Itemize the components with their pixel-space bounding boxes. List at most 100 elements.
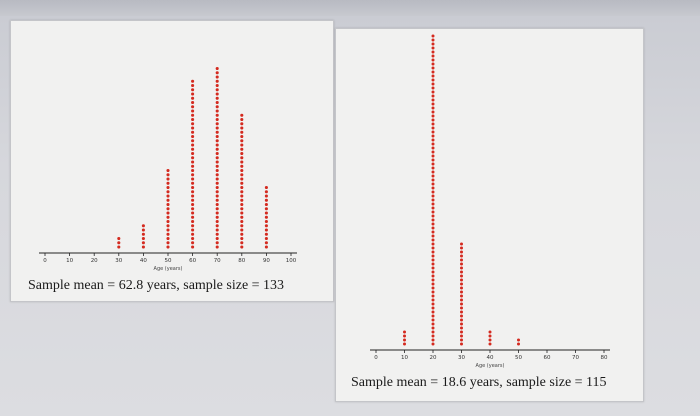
left-dot-point bbox=[166, 173, 170, 177]
right-dot-point bbox=[431, 98, 435, 102]
left-dot-point bbox=[191, 190, 195, 194]
right-dot-point bbox=[460, 314, 463, 318]
right-dot-point bbox=[460, 302, 463, 306]
left-dot-point bbox=[215, 109, 219, 113]
right-dot-point bbox=[431, 250, 435, 254]
left-dot-point bbox=[215, 207, 219, 211]
right-dot-point bbox=[431, 306, 435, 310]
window-top-bar bbox=[0, 0, 700, 16]
right-dot-point bbox=[460, 258, 463, 262]
right-dot-point bbox=[431, 130, 435, 134]
left-x-tick-label: 10 bbox=[66, 258, 73, 264]
right-dot-point bbox=[460, 298, 463, 302]
left-dot-point bbox=[240, 224, 244, 228]
left-chart-caption: Sample mean = 62.8 years, sample size = … bbox=[28, 278, 285, 293]
left-dot-point bbox=[117, 241, 121, 245]
left-x-tick-label: 60 bbox=[189, 258, 196, 264]
left-dot-point bbox=[240, 181, 244, 185]
left-dot-point bbox=[191, 211, 195, 215]
left-dot-point bbox=[264, 236, 268, 241]
right-dot-point bbox=[431, 282, 435, 286]
right-dot-point bbox=[431, 170, 435, 174]
left-dot-point bbox=[191, 88, 195, 92]
right-dot-point bbox=[431, 286, 435, 290]
left-dot-point bbox=[191, 147, 195, 151]
left-dot-point bbox=[215, 219, 219, 224]
right-dot-point bbox=[431, 310, 435, 314]
right-dot-point bbox=[460, 342, 463, 346]
left-dot-point bbox=[191, 130, 195, 134]
left-dot-point bbox=[215, 173, 219, 177]
left-dot-point bbox=[191, 100, 195, 105]
left-dot-point bbox=[191, 198, 195, 202]
left-dot-point bbox=[264, 190, 268, 194]
left-dot-point bbox=[215, 75, 219, 79]
left-dot-point bbox=[215, 83, 219, 88]
left-dot-point bbox=[215, 113, 219, 117]
left-dot-point bbox=[215, 122, 219, 126]
right-x-tick-label: 0 bbox=[374, 355, 378, 361]
right-dot-point bbox=[460, 274, 463, 278]
right-dot-point bbox=[460, 278, 463, 282]
right-dot-point bbox=[460, 254, 463, 258]
left-dot-point bbox=[264, 228, 268, 232]
right-dot-point bbox=[460, 250, 463, 254]
right-dot-point bbox=[460, 270, 463, 274]
left-dot-point bbox=[215, 181, 219, 185]
right-dot-point bbox=[431, 298, 435, 302]
right-dot-point bbox=[431, 150, 435, 154]
left-dot-point bbox=[166, 236, 170, 241]
right-dot-point bbox=[431, 254, 435, 258]
right-dot-point bbox=[431, 342, 435, 346]
left-dot-point bbox=[215, 224, 219, 228]
right-dot-point bbox=[431, 158, 435, 162]
left-dot-point bbox=[215, 245, 219, 249]
right-dot-point bbox=[431, 166, 435, 170]
right-dot-point bbox=[460, 306, 463, 310]
right-dot-point bbox=[431, 222, 435, 226]
left-dot-point bbox=[240, 147, 244, 151]
left-dot-point bbox=[240, 215, 244, 219]
left-dot-point bbox=[191, 241, 195, 245]
right-dot-point bbox=[431, 110, 435, 114]
left-x-tick-label: 40 bbox=[140, 258, 147, 264]
right-dot-point bbox=[431, 102, 435, 106]
left-dot-point bbox=[191, 224, 195, 228]
left-dot-point bbox=[141, 241, 145, 245]
left-x-tick-label: 90 bbox=[263, 258, 270, 264]
left-dot-point bbox=[191, 113, 195, 117]
right-chart-caption: Sample mean = 18.6 years, sample size = … bbox=[351, 375, 607, 390]
left-dot-point bbox=[166, 168, 170, 173]
right-dot-point bbox=[431, 322, 435, 326]
left-dot-point bbox=[191, 105, 195, 109]
left-dot-point bbox=[215, 241, 219, 245]
left-dot-point bbox=[166, 207, 170, 211]
left-dot-point bbox=[240, 122, 244, 126]
left-dot-point bbox=[264, 185, 268, 190]
left-dot-point bbox=[166, 241, 170, 245]
right-dot-point bbox=[431, 42, 435, 46]
left-dot-point bbox=[166, 194, 170, 198]
right-x-tick-label: 40 bbox=[487, 355, 494, 361]
right-dot-point bbox=[431, 134, 435, 138]
right-dot-point bbox=[431, 62, 435, 66]
left-dot-point bbox=[191, 173, 195, 177]
right-dot-point bbox=[488, 342, 492, 346]
left-dot-point bbox=[191, 134, 195, 139]
right-dot-point bbox=[431, 262, 435, 266]
left-dot-point bbox=[191, 117, 195, 122]
left-dot-point bbox=[240, 232, 244, 236]
right-dot-point bbox=[431, 50, 435, 54]
left-dot-point bbox=[191, 151, 195, 156]
right-dot-point bbox=[517, 338, 520, 342]
right-dot-point bbox=[431, 290, 435, 294]
left-dot-point bbox=[191, 245, 195, 249]
right-x-tick-label: 10 bbox=[401, 355, 408, 361]
left-dot-point bbox=[141, 245, 145, 249]
right-dot-point bbox=[431, 302, 435, 306]
left-dot-point bbox=[215, 177, 219, 181]
left-x-tick-label: 70 bbox=[214, 258, 221, 264]
right-dot-point bbox=[431, 318, 435, 322]
left-dot-point bbox=[264, 215, 268, 219]
right-dot-point bbox=[431, 70, 435, 74]
